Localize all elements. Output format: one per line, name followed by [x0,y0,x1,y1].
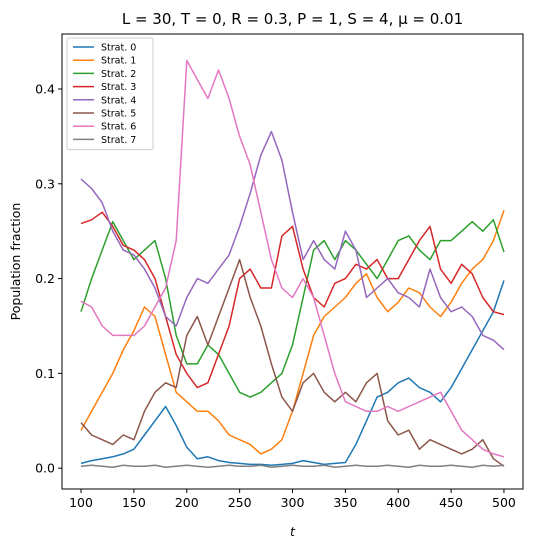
x-tick-label: 150 [122,495,146,510]
y-tick-label: 0.4 [35,81,55,96]
y-tick-label: 0.2 [35,271,55,286]
legend-label-3: Strat. 3 [101,82,136,93]
x-tick-label: 200 [175,495,199,510]
x-tick-label: 500 [492,495,516,510]
legend-label-5: Strat. 5 [101,109,136,120]
y-tick-label: 0.0 [35,461,55,476]
legend: Strat. 0 Strat. 1 Strat. 2 Strat. 3 Strat. 4… [66,37,154,151]
legend-label-2: Strat. 2 [101,69,136,80]
legend-label-1: Strat. 1 [101,56,136,67]
legend-label-4: Strat. 4 [101,95,136,106]
series-line-3 [80,211,505,389]
legend-label-6: Strat. 6 [101,122,136,133]
x-tick-label: 400 [386,495,410,510]
series-line-5 [80,258,505,467]
legend-box [66,37,154,151]
y-tick-label: 0.1 [35,366,55,381]
y-axis-label: Population fraction [8,203,23,321]
series-lines [80,59,505,468]
legend-label-7: Strat. 7 [101,135,136,146]
x-tick-label: 250 [228,495,252,510]
series-line-7 [80,464,505,468]
legend-label-0: Strat. 0 [101,43,136,54]
series-line-2 [80,219,505,398]
x-tick-label: 350 [333,495,357,510]
x-tick-label: 300 [281,495,305,510]
series-line-6 [80,59,505,458]
x-tick-label: 450 [439,495,463,510]
x-axis: 100 150 200 250 300 350 400 450 500 [69,489,516,510]
y-axis: 0.0 0.1 0.2 0.3 0.4 [35,81,62,476]
x-axis-label: t [290,524,296,539]
x-tick-label: 100 [69,495,93,510]
chart-title: L = 30, T = 0, R = 0.3, P = 1, S = 4, μ … [122,10,463,28]
series-line-4 [80,130,505,351]
y-tick-label: 0.3 [35,176,55,191]
